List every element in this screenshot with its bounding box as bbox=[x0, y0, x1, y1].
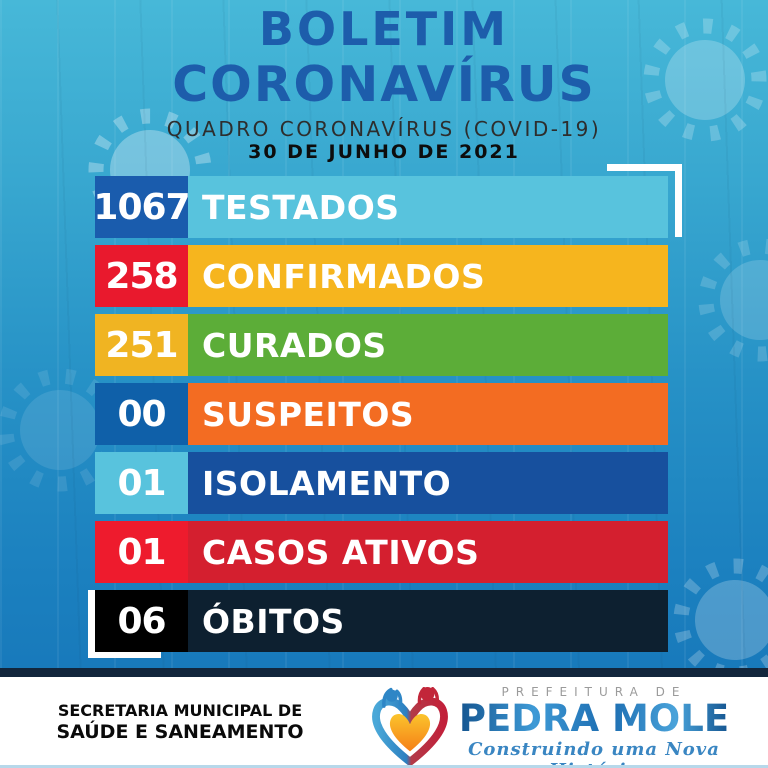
stat-label: TESTADOS bbox=[188, 176, 668, 238]
stat-label: CASOS ATIVOS bbox=[188, 521, 668, 583]
heart-people-logo-icon bbox=[372, 687, 448, 766]
virus-icon bbox=[706, 246, 768, 354]
prefeitura-logo: PREFEITURA DE PEDRA MOLE Construindo uma… bbox=[358, 685, 738, 768]
stat-row-curados: 251 CURADOS bbox=[95, 314, 668, 376]
stat-value: 00 bbox=[95, 383, 188, 445]
stat-label: ÓBITOS bbox=[188, 590, 668, 652]
corner-bracket-bottom-left bbox=[88, 590, 95, 658]
stat-value: 01 bbox=[95, 521, 188, 583]
secretariat-line1: SECRETARIA MUNICIPAL DE bbox=[57, 701, 303, 720]
covid-stats-table: 1067 TESTADOS 258 CONFIRMADOS 251 CURADO… bbox=[93, 176, 668, 659]
secretariat-text: SECRETARIA MUNICIPAL DE SAÚDE E SANEAMEN… bbox=[30, 701, 330, 743]
footer: SECRETARIA MUNICIPAL DE SAÚDE E SANEAMEN… bbox=[0, 668, 768, 768]
logo-prefeitura-de: PREFEITURA DE bbox=[501, 685, 687, 699]
secretariat-line2: SAÚDE E SANEAMENTO bbox=[56, 721, 304, 743]
bulletin-date: 30 DE JUNHO DE 2021 bbox=[248, 141, 520, 163]
logo-text-block: PREFEITURA DE PEDRA MOLE Construindo uma… bbox=[458, 685, 730, 768]
stat-value: 06 bbox=[95, 590, 188, 652]
corner-bracket-bottom-left bbox=[88, 651, 161, 658]
stat-label: SUSPEITOS bbox=[188, 383, 668, 445]
stat-row-isolamento: 01 ISOLAMENTO bbox=[95, 452, 668, 514]
corner-bracket-top-right bbox=[675, 164, 682, 237]
stat-label: ISOLAMENTO bbox=[188, 452, 668, 514]
footer-bottom-line bbox=[0, 765, 768, 768]
stat-value: 258 bbox=[95, 245, 188, 307]
stat-label: CURADOS bbox=[188, 314, 668, 376]
stat-row-casos-ativos: 01 CASOS ATIVOS bbox=[95, 521, 668, 583]
stat-row-suspeitos: 00 SUSPEITOS bbox=[95, 383, 668, 445]
stat-label: CONFIRMADOS bbox=[188, 245, 668, 307]
corner-bracket-top-right bbox=[607, 164, 682, 171]
stat-row-obitos: 06 ÓBITOS bbox=[95, 590, 668, 652]
bulletin-title-line1: BOLETIM bbox=[258, 2, 510, 56]
stat-value: 251 bbox=[95, 314, 188, 376]
bulletin-title-line2: CORONAVÍRUS bbox=[172, 56, 596, 113]
logo-tagline: Construindo uma Nova História bbox=[468, 739, 720, 768]
stat-value: 01 bbox=[95, 452, 188, 514]
stat-value: 1067 bbox=[93, 176, 191, 238]
stat-row-testados: 1067 TESTADOS bbox=[93, 176, 668, 238]
stat-row-confirmados: 258 CONFIRMADOS bbox=[95, 245, 668, 307]
logo-city-name: PEDRA MOLE bbox=[458, 697, 730, 740]
bulletin-subtitle: QUADRO CORONAVÍRUS (COVID-19) bbox=[166, 117, 602, 141]
